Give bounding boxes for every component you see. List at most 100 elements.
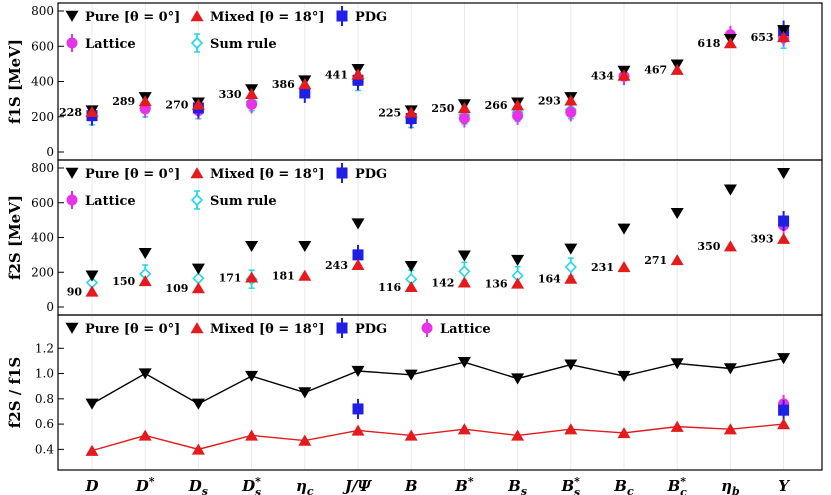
- data-label: 386: [272, 78, 295, 91]
- point-pure: [85, 270, 99, 282]
- point-pure: [404, 369, 418, 381]
- point-pure: [404, 260, 418, 273]
- legend-marker-pdg: [336, 167, 348, 179]
- y-tick-label: 400: [31, 75, 54, 89]
- point-pure: [245, 370, 259, 382]
- y-tick-label: 800: [31, 4, 54, 18]
- point-pure: [564, 243, 578, 255]
- point-mixed: [298, 269, 312, 281]
- point-pdg: [778, 404, 790, 416]
- data-label: 231: [591, 261, 614, 274]
- point-mixed: [351, 68, 365, 80]
- y-axis-label: f2S / f1S: [6, 357, 24, 428]
- x-tick-label: Bc: [613, 477, 634, 495]
- y-tick-label: 600: [31, 39, 54, 53]
- point-mixed: [404, 106, 418, 118]
- x-tick-label: J/Ψ: [342, 477, 373, 495]
- point-pure: [191, 263, 205, 275]
- legend-label: Mixed [θ = 18°]: [210, 10, 324, 25]
- point-mixed: [670, 63, 684, 75]
- y-tick-label: 400: [31, 231, 54, 245]
- panel-frame: [57, 2, 823, 161]
- legend-label: Pure [θ = 0°]: [85, 10, 180, 25]
- point-sumrule: [192, 272, 205, 285]
- point-mixed: [245, 429, 259, 441]
- point-mixed: [298, 434, 312, 446]
- data-label: 109: [165, 282, 188, 295]
- point-mixed: [511, 99, 525, 111]
- y-tick-label: 0.4: [35, 442, 54, 456]
- x-tick-label: B*: [454, 475, 474, 495]
- point-mixed: [404, 429, 418, 441]
- data-label: 293: [538, 94, 561, 107]
- point-mixed: [85, 444, 99, 456]
- y-axis-label: f2S [MeV]: [6, 195, 24, 280]
- point-pure: [138, 247, 152, 259]
- point-pdg: [405, 113, 417, 125]
- data-label: 653: [751, 31, 774, 44]
- point-mixed: [404, 280, 418, 293]
- legend-label: Lattice: [85, 37, 136, 52]
- y-tick-label: 0.8: [35, 392, 54, 406]
- data-label: 225: [378, 106, 401, 119]
- point-lattice: [512, 110, 524, 122]
- point-mixed: [511, 429, 525, 441]
- x-tick-label: Ds: [188, 477, 208, 495]
- legend-marker-pure: [65, 322, 79, 334]
- y-tick-label: 1.2: [35, 341, 54, 355]
- point-pdg: [352, 249, 364, 261]
- point-pdg: [352, 74, 364, 86]
- point-mixed: [511, 277, 525, 289]
- data-label: 228: [59, 106, 82, 119]
- point-pdg: [299, 87, 311, 99]
- data-label: 441: [325, 68, 348, 81]
- y-tick-label: 200: [31, 265, 54, 279]
- legend-marker-pdg: [336, 10, 348, 22]
- legend-label: Sum rule: [210, 37, 277, 52]
- point-mixed: [138, 275, 152, 287]
- legend-label: PDG: [355, 167, 387, 182]
- point-sumrule: [458, 265, 471, 278]
- data-label: 250: [431, 102, 454, 115]
- data-label: 90: [67, 285, 83, 298]
- data-label: 243: [325, 259, 348, 272]
- point-mixed: [777, 31, 791, 43]
- x-tick-label: B* s: [560, 475, 580, 495]
- point-mixed: [564, 272, 578, 284]
- y-tick-label: 0: [46, 300, 54, 314]
- point-pure: [511, 254, 525, 266]
- data-label: 350: [697, 240, 720, 253]
- data-label: 434: [591, 70, 614, 83]
- point-pure: [511, 373, 525, 385]
- point-pure: [777, 353, 791, 365]
- legend-marker-pure: [65, 10, 79, 22]
- point-pure: [191, 398, 205, 410]
- point-mixed: [617, 427, 631, 439]
- panel-frame: [57, 314, 823, 471]
- point-mixed: [191, 443, 205, 455]
- data-label: 150: [112, 275, 135, 288]
- legend-label: Pure [θ = 0°]: [85, 167, 180, 182]
- data-label: 136: [485, 277, 508, 290]
- legend-marker-mixed: [190, 10, 204, 22]
- y-axis-label: f1S [MeV]: [6, 39, 24, 124]
- point-mixed: [457, 102, 471, 114]
- point-pure: [617, 223, 631, 235]
- data-label: 171: [219, 271, 242, 284]
- point-mixed: [85, 105, 99, 118]
- legend-label: Mixed [θ = 18°]: [210, 167, 324, 182]
- y-tick-label: 800: [31, 161, 54, 175]
- point-mixed: [85, 285, 99, 297]
- legend-label: Mixed [θ = 18°]: [210, 322, 324, 337]
- y-tick-label: 600: [31, 196, 54, 210]
- point-sumrule: [564, 260, 577, 274]
- point-mixed: [723, 37, 737, 49]
- panel-f2s: 0 200 400 600 800 f2S [MeV] 90 150 109 171 181 243 1…: [6, 159, 823, 316]
- point-mixed: [457, 423, 471, 435]
- point-mixed: [138, 429, 152, 441]
- y-tick-label: 200: [31, 110, 54, 124]
- data-label: 289: [112, 95, 135, 108]
- point-pure: [85, 398, 99, 410]
- point-mixed: [617, 69, 631, 81]
